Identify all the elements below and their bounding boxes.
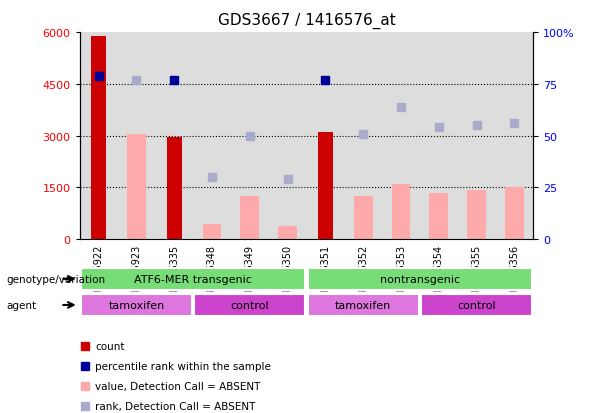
Bar [392, 185, 411, 240]
Bar [420, 33, 458, 240]
Bar [495, 33, 533, 240]
Bar [382, 33, 420, 240]
Text: tamoxifen: tamoxifen [109, 300, 164, 310]
Bar [127, 135, 146, 240]
FancyBboxPatch shape [81, 294, 192, 316]
FancyBboxPatch shape [194, 294, 305, 316]
Bar [354, 197, 373, 240]
Text: count: count [95, 342, 124, 351]
Bar [167, 138, 181, 240]
FancyBboxPatch shape [421, 294, 532, 316]
Bar [467, 190, 486, 240]
Text: value, Detection Call = ABSENT: value, Detection Call = ABSENT [95, 381, 261, 391]
Text: control: control [230, 300, 269, 310]
Bar [429, 193, 448, 240]
Title: GDS3667 / 1416576_at: GDS3667 / 1416576_at [218, 13, 395, 29]
Text: tamoxifen: tamoxifen [335, 300, 391, 310]
Text: percentile rank within the sample: percentile rank within the sample [95, 361, 271, 371]
Text: control: control [457, 300, 496, 310]
Text: nontransgenic: nontransgenic [380, 274, 460, 284]
Bar [155, 33, 193, 240]
Bar [202, 225, 221, 240]
Bar [80, 33, 118, 240]
Bar [306, 33, 345, 240]
Text: agent: agent [6, 300, 36, 310]
Bar [193, 33, 231, 240]
FancyBboxPatch shape [81, 268, 305, 290]
Bar [268, 33, 306, 240]
Bar [345, 33, 382, 240]
Bar [231, 33, 268, 240]
Text: rank, Detection Call = ABSENT: rank, Detection Call = ABSENT [95, 401, 256, 411]
Bar [118, 33, 155, 240]
Bar [505, 188, 524, 240]
Text: ATF6-MER transgenic: ATF6-MER transgenic [134, 274, 252, 284]
Bar [458, 33, 495, 240]
Text: genotype/variation: genotype/variation [6, 274, 105, 284]
Bar [91, 36, 106, 240]
Bar [240, 197, 259, 240]
Bar [318, 133, 333, 240]
FancyBboxPatch shape [308, 268, 532, 290]
FancyBboxPatch shape [308, 294, 419, 316]
Bar [278, 226, 297, 240]
